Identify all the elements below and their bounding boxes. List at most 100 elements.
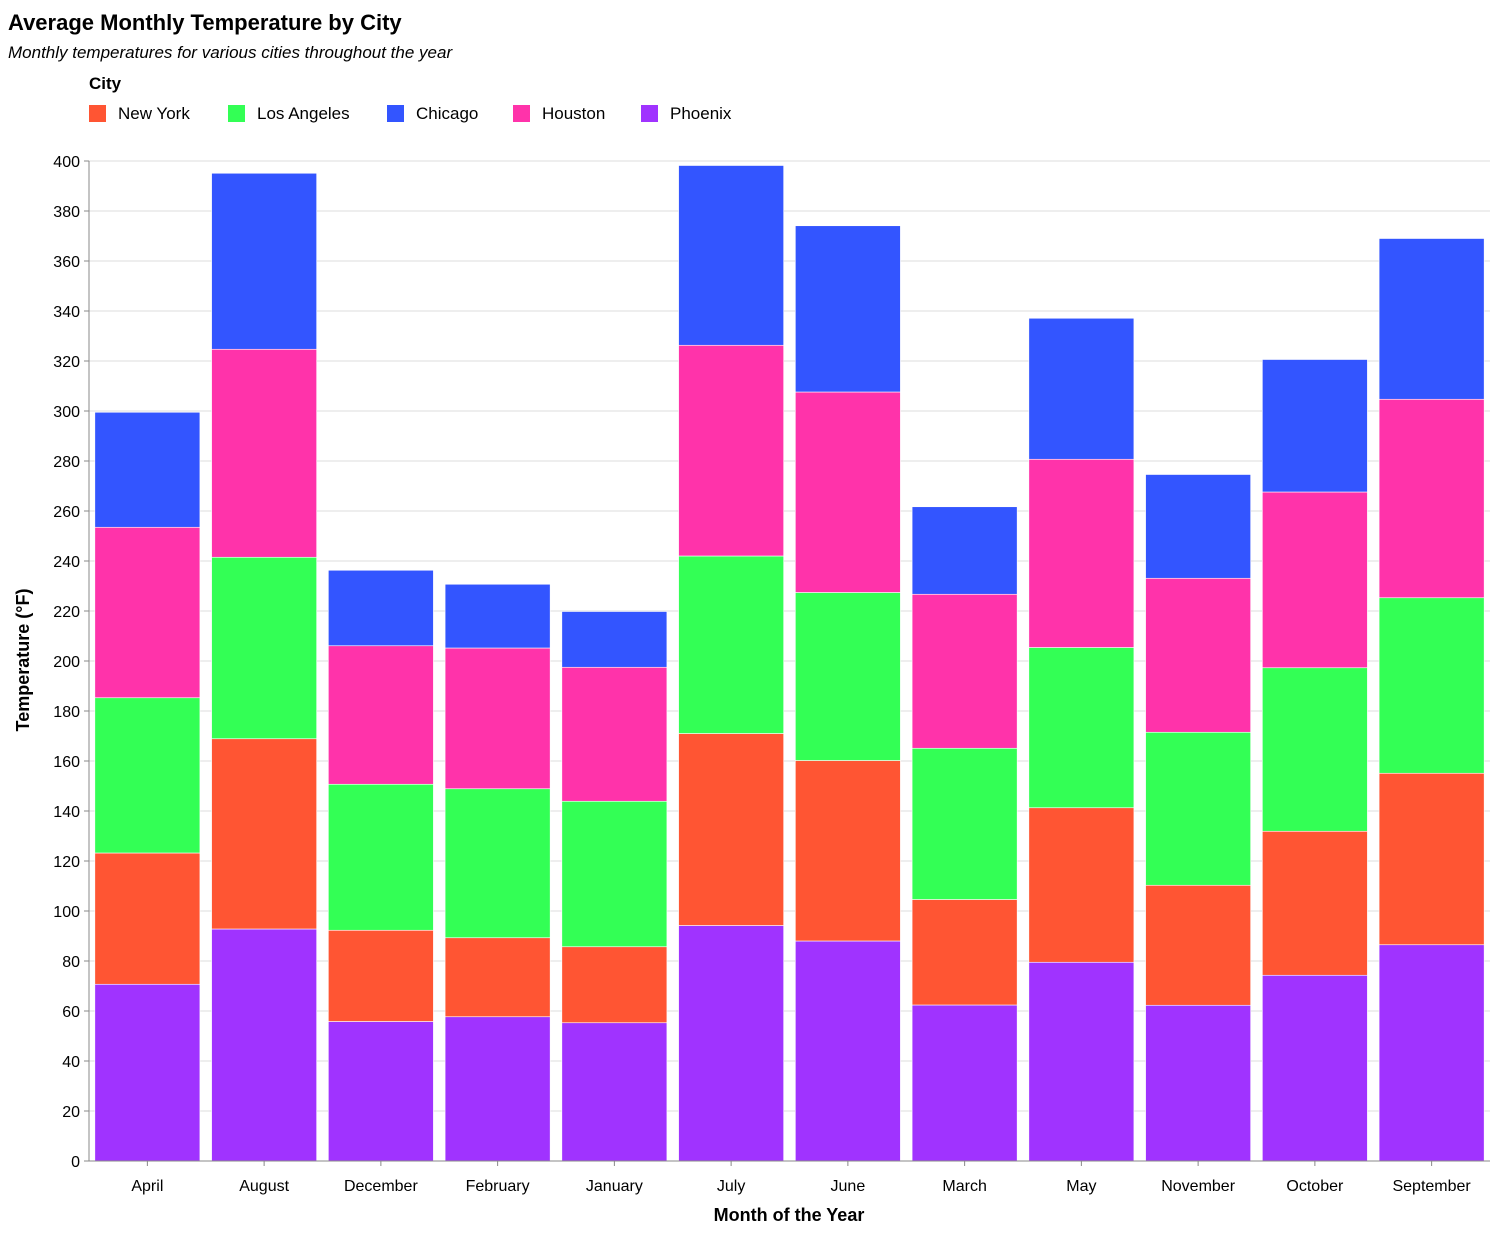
bar-los-angeles-october (1262, 667, 1368, 832)
x-tick-label: February (466, 1178, 530, 1195)
legend-label-los-angeles: Los Angeles (257, 104, 350, 123)
bar-new-york-july (678, 733, 784, 926)
bar-chicago-june (795, 225, 901, 393)
legend-label-chicago: Chicago (416, 104, 478, 123)
y-tick-label: 340 (53, 304, 80, 321)
x-tick-label: October (1286, 1178, 1344, 1195)
x-tick-label: September (1392, 1178, 1471, 1195)
bar-houston-december (328, 645, 434, 785)
bar-new-york-january (561, 946, 668, 1024)
bar-chicago-april (94, 411, 201, 528)
bar-chicago-february (444, 583, 551, 649)
bar-los-angeles-march (911, 747, 1018, 900)
legend-label-new-york: New York (118, 104, 190, 123)
y-tick-label: 200 (53, 654, 80, 671)
bar-phoenix-june (795, 940, 901, 1162)
legend-swatch-new-york (89, 105, 106, 122)
bar-new-york-may (1028, 807, 1135, 963)
x-tick-label: June (831, 1178, 866, 1195)
bar-los-angeles-june (795, 592, 901, 761)
y-tick-label: 240 (53, 554, 80, 571)
bar-new-york-october (1262, 830, 1368, 976)
grid (89, 160, 1490, 1162)
y-axis: 0 20 40 60 80 100 120 140 160 180 200 220 240 260 280 3… (53, 154, 90, 1171)
bar-chicago-may (1028, 317, 1135, 460)
bar-houston-june (795, 391, 901, 593)
bar-phoenix-february (444, 1016, 551, 1162)
x-axis-title: Month of the Year (714, 1205, 865, 1225)
x-tick-label: April (131, 1178, 163, 1195)
bar-new-york-august (211, 738, 317, 930)
legend-label-phoenix: Phoenix (670, 104, 732, 123)
chart-subtitle: Monthly temperatures for various cities … (8, 43, 453, 62)
bar-los-angeles-april (94, 697, 201, 854)
y-tick-label: 300 (53, 404, 80, 421)
bar-houston-august (211, 348, 317, 558)
bar-houston-november (1145, 577, 1251, 733)
bar-phoenix-december (328, 1021, 434, 1162)
bar-houston-october (1262, 491, 1368, 669)
bar-houston-september (1378, 398, 1485, 599)
bar-chicago-november (1145, 474, 1251, 579)
x-tick-label: March (942, 1178, 986, 1195)
x-axis: April August December February January July Ju… (89, 1160, 1490, 1195)
bar-los-angeles-november (1145, 731, 1251, 886)
bar-new-york-september (1378, 772, 1485, 946)
y-tick-label: 360 (53, 254, 80, 271)
bar-houston-january (561, 666, 668, 802)
bar-new-york-march (911, 899, 1018, 1006)
chart-title: Average Monthly Temperature by City (8, 10, 402, 35)
legend-label-houston: Houston (542, 104, 605, 123)
bar-chicago-july (678, 165, 784, 346)
x-tick-label: August (239, 1178, 289, 1195)
bar-los-angeles-january (561, 800, 668, 948)
bar-los-angeles-august (211, 556, 317, 740)
y-tick-label: 280 (53, 454, 80, 471)
bar-los-angeles-september (1378, 597, 1485, 774)
bar-phoenix-november (1145, 1004, 1251, 1162)
bar-los-angeles-december (328, 783, 434, 931)
bar-phoenix-may (1028, 961, 1135, 1162)
legend-swatch-phoenix (641, 105, 658, 122)
y-tick-label: 100 (53, 904, 80, 921)
y-tick-label: 180 (53, 704, 80, 721)
y-tick-label: 380 (53, 204, 80, 221)
x-tick-label: January (586, 1178, 643, 1195)
bar-houston-march (911, 593, 1018, 749)
x-tick-label: November (1161, 1178, 1235, 1195)
legend-swatch-los-angeles (228, 105, 245, 122)
bar-houston-february (444, 647, 551, 790)
bar-houston-april (94, 526, 201, 699)
legend-swatch-chicago (387, 105, 404, 122)
bar-chicago-march (911, 506, 1018, 595)
bar-chicago-september (1378, 238, 1485, 400)
bar-chicago-december (328, 569, 434, 647)
y-axis-title: Temperature (°F) (13, 589, 33, 732)
y-tick-label: 20 (62, 1104, 80, 1121)
bar-phoenix-march (911, 1004, 1018, 1162)
y-tick-label: 120 (53, 854, 80, 871)
bar-new-york-february (444, 937, 551, 1018)
bar-los-angeles-february (444, 788, 551, 939)
y-tick-label: 60 (62, 1004, 80, 1021)
legend-title: City (89, 74, 122, 93)
bar-phoenix-january (561, 1022, 668, 1162)
legend: New York Los Angeles Chicago Houston Phoenix (89, 104, 732, 123)
bar-phoenix-september (1378, 944, 1485, 1162)
bar-houston-may (1028, 458, 1135, 648)
y-tick-label: 220 (53, 604, 80, 621)
bar-chicago-october (1262, 359, 1368, 493)
y-tick-label: 160 (53, 754, 80, 771)
y-tick-label: 320 (53, 354, 80, 371)
y-tick-label: 140 (53, 804, 80, 821)
bars (94, 165, 1485, 1162)
bar-new-york-june (795, 760, 901, 942)
y-tick-label: 0 (71, 1154, 80, 1171)
bar-new-york-april (94, 852, 201, 985)
x-tick-label: May (1066, 1178, 1096, 1195)
x-tick-label: July (717, 1178, 745, 1195)
y-tick-label: 260 (53, 504, 80, 521)
x-tick-label: December (344, 1178, 418, 1195)
